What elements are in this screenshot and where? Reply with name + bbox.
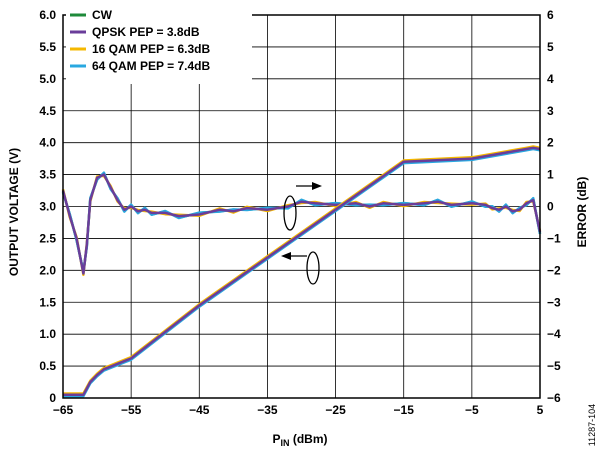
x-axis-label-sub: IN — [281, 438, 290, 448]
y-tick-label: 2.0 — [39, 263, 56, 277]
y2-tick-label: 1 — [547, 168, 554, 182]
y2-tick-label: −1 — [547, 231, 561, 245]
error-curve-marker-ellipse — [283, 195, 297, 231]
legend-label-64qam: 64 QAM PEP = 7.4dB — [92, 59, 210, 73]
x-tick-label: −55 — [121, 403, 142, 417]
x-tick-label: −45 — [189, 403, 210, 417]
y-tick-label: 5.0 — [39, 72, 56, 86]
series-voltage-line — [63, 146, 541, 397]
y-tick-label: 3.0 — [39, 200, 56, 214]
y2-tick-label: 6 — [547, 8, 554, 22]
x-axis-label: PIN (dBm) — [272, 432, 327, 448]
y2-axis-label: ERROR (dB) — [575, 177, 589, 248]
x-tick-label: −15 — [394, 403, 415, 417]
y2-tick-label: 0 — [547, 200, 554, 214]
x-axis-label-unit: (dBm) — [290, 432, 328, 446]
ticks: 0 0.5 1.0 1.5 2.0 2.5 3.0 3.5 4.0 4.5 5.0 5.5 6.0 −6 −… — [39, 8, 561, 417]
y-tick-label: 5.5 — [39, 40, 56, 54]
legend-box — [66, 6, 252, 84]
series-lines — [61, 145, 542, 398]
y-tick-label: 0.5 — [39, 359, 56, 373]
series-error-line — [61, 173, 542, 275]
x-axis-label-main: P — [272, 432, 280, 446]
voltage-axis-arrow-head — [281, 252, 291, 260]
figure-id: 11287-104 — [587, 404, 597, 446]
legend-label-16qam: 16 QAM PEP = 6.3dB — [92, 42, 210, 56]
voltage-curve-marker-ellipse — [306, 251, 320, 285]
annotations — [281, 182, 322, 285]
legend-label-qpsk: QPSK PEP = 3.8dB — [92, 25, 200, 39]
plot-frame — [62, 14, 541, 399]
legend-label-cw: CW — [92, 8, 113, 22]
y-tick-label: 6.0 — [39, 8, 56, 22]
x-tick-label: −35 — [257, 403, 278, 417]
y2-tick-label: 3 — [547, 104, 554, 118]
y-tick-label: 3.5 — [39, 168, 56, 182]
y-tick-label: 4.5 — [39, 104, 56, 118]
series-error-line — [61, 171, 542, 273]
y-axis-label: OUTPUT VOLTAGE (V) — [7, 148, 21, 276]
legend: CW QPSK PEP = 3.8dB 16 QAM PEP = 6.3dB 6… — [66, 6, 252, 84]
series-error-line — [61, 171, 542, 274]
y2-tick-label: −3 — [547, 295, 561, 309]
y-tick-label: 1.5 — [39, 295, 56, 309]
x-tick-label: −25 — [325, 403, 346, 417]
y-tick-label: 2.5 — [39, 231, 56, 245]
y2-tick-label: −4 — [547, 327, 561, 341]
error-axis-arrow-head — [312, 182, 322, 190]
x-tick-label: −5 — [465, 403, 479, 417]
series-error-line — [61, 174, 542, 277]
x-tick-label: 5 — [537, 403, 544, 417]
y2-tick-label: 4 — [547, 72, 554, 86]
y-tick-label: 4.0 — [39, 136, 56, 150]
y-tick-label: 0 — [49, 391, 56, 405]
y2-tick-label: −2 — [547, 263, 561, 277]
y2-tick-label: 5 — [547, 40, 554, 54]
y-tick-label: 1.0 — [39, 327, 56, 341]
y2-tick-label: −6 — [547, 391, 561, 405]
y2-tick-label: 2 — [547, 136, 554, 150]
y2-tick-label: −5 — [547, 359, 561, 373]
x-tick-label: −65 — [53, 403, 74, 417]
